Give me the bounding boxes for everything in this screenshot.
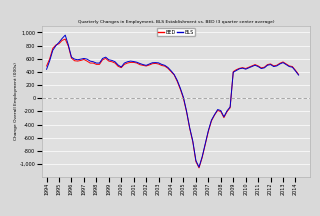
BLS — [116, 64, 120, 66]
BED — [119, 66, 123, 69]
BLS — [107, 59, 111, 61]
BED — [45, 65, 49, 67]
BED — [253, 63, 257, 66]
BLS — [119, 66, 123, 68]
BED — [166, 67, 170, 70]
BLS — [63, 34, 67, 37]
BED — [247, 66, 251, 68]
BED — [116, 65, 120, 68]
Y-axis label: Change Overall Employment (000s): Change Overall Employment (000s) — [14, 63, 18, 140]
BLS — [45, 68, 49, 71]
BLS — [166, 66, 170, 69]
Line: BLS: BLS — [47, 35, 299, 167]
Legend: BED, BLS: BED, BLS — [156, 28, 196, 36]
Line: BED: BED — [47, 39, 299, 168]
Title: Quarterly Changes in Employment, BLS Establishment vs. BED (3 quarter center ave: Quarterly Changes in Employment, BLS Est… — [78, 20, 274, 24]
BED — [63, 38, 67, 40]
BED — [197, 167, 201, 169]
BED — [107, 60, 111, 62]
BED — [297, 73, 300, 76]
BLS — [247, 67, 251, 69]
BLS — [297, 74, 300, 76]
BLS — [253, 64, 257, 67]
BLS — [197, 166, 201, 168]
